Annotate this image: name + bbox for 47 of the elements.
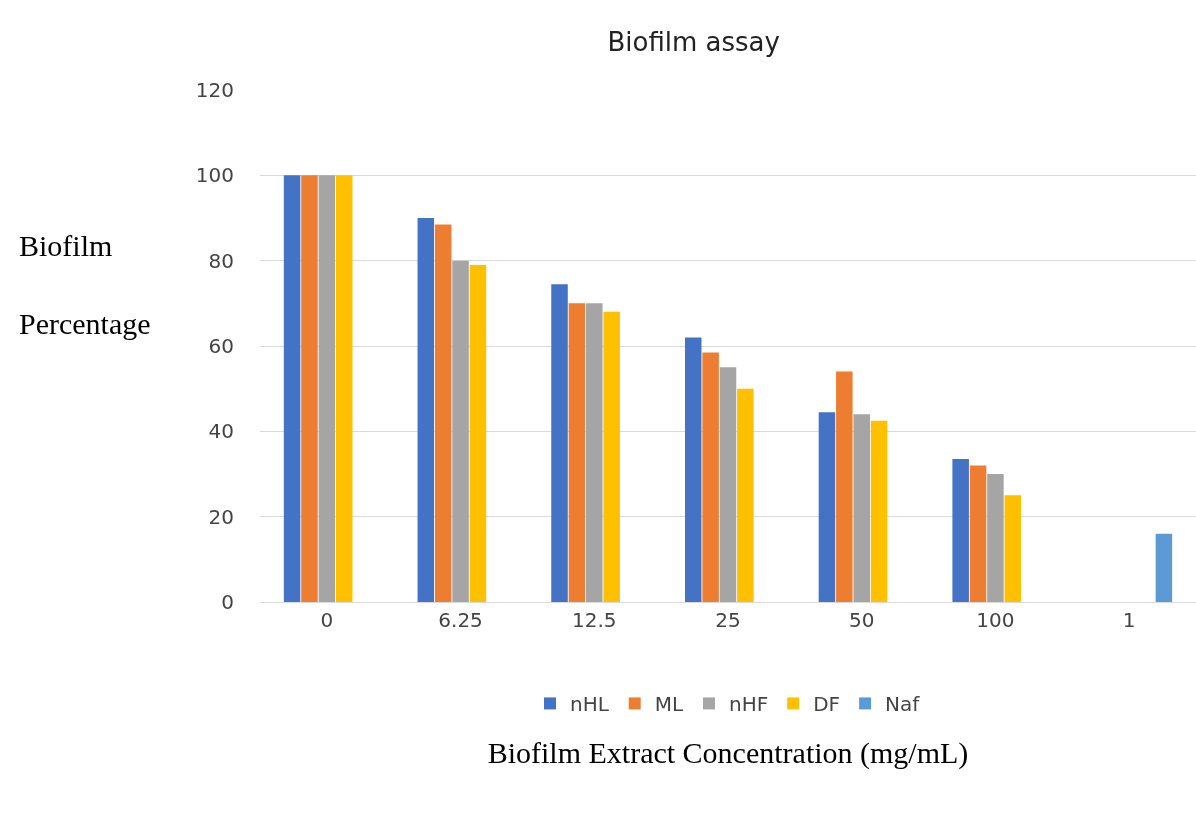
bar (301, 175, 318, 602)
y-tick-label: 120 (195, 78, 234, 102)
bar (603, 311, 620, 602)
bar (853, 414, 870, 602)
x-tick-label: 50 (848, 608, 875, 632)
x-axis-title: Biofilm Extract Concentration (mg/mL) (487, 735, 969, 770)
x-tick-label: 100 (976, 608, 1015, 632)
bar (551, 284, 568, 602)
y-tick-label: 40 (208, 419, 234, 444)
x-tick-label: 25 (715, 608, 741, 632)
bar (434, 224, 452, 602)
bar (719, 367, 737, 602)
legend-label: nHF (728, 692, 769, 717)
bar (870, 420, 888, 602)
bar (952, 459, 969, 602)
bar (737, 388, 754, 602)
bar (318, 175, 336, 602)
bar (469, 264, 487, 602)
y-tick-label: 0 (221, 590, 234, 614)
y-tick-label: 100 (195, 163, 234, 188)
bar (568, 303, 586, 602)
legend-label: nHL (570, 692, 610, 717)
bar (586, 303, 603, 602)
bar (836, 371, 853, 602)
text: Biofilm Percentage (19, 229, 151, 340)
legend-label: Naf (885, 692, 921, 717)
x-tick-label: 6.25 (438, 608, 483, 632)
x-tick-label: 1 (1122, 608, 1136, 632)
bar (335, 175, 353, 602)
y-tick-label: 20 (208, 504, 234, 529)
x-tick-label: 0 (320, 608, 334, 632)
bar (818, 412, 836, 602)
bar (1155, 533, 1173, 602)
bar (987, 474, 1004, 602)
legend-label: ML (654, 692, 684, 717)
bar (417, 218, 435, 602)
bar (1004, 495, 1022, 602)
bar (969, 465, 987, 602)
x-tick-label: 12.5 (572, 608, 617, 632)
bar (684, 337, 702, 602)
bar (452, 260, 469, 602)
y-tick-label: 80 (208, 248, 234, 273)
y-tick-label: 60 (208, 334, 234, 358)
legend-label: DF (813, 692, 841, 717)
bar (702, 352, 719, 602)
chart-title: Biofilm assay (607, 27, 780, 58)
bar (283, 175, 301, 602)
